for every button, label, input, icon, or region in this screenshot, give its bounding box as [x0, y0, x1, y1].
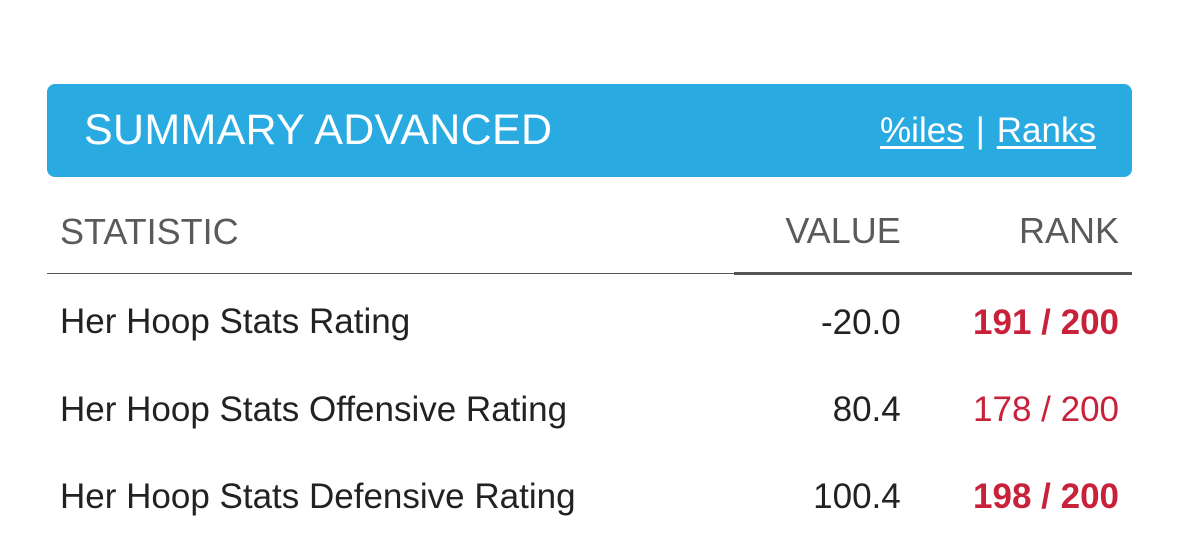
view-toggle: %iles | Ranks	[880, 111, 1096, 151]
link-separator: |	[975, 110, 985, 150]
rank-cell: 198 / 200	[973, 476, 1119, 516]
statistic-cell: Her Hoop Stats Defensive Rating	[60, 476, 576, 516]
stats-table: STATISTIC VALUE RANK Her Hoop Stats Rati…	[47, 210, 1132, 540]
percentiles-link[interactable]: %iles	[880, 110, 964, 150]
table-row: Her Hoop Stats Rating -20.0 191 / 200	[47, 274, 1132, 367]
table-header-row: STATISTIC VALUE RANK	[47, 210, 1132, 275]
value-cell: 100.4	[813, 476, 901, 516]
column-header-value[interactable]: VALUE	[734, 210, 914, 275]
panel-header: SUMMARY ADVANCED %iles | Ranks	[47, 84, 1132, 177]
value-cell: 80.4	[832, 389, 901, 429]
statistic-cell: Her Hoop Stats Rating	[60, 302, 411, 341]
statistic-cell: Her Hoop Stats Offensive Rating	[60, 389, 568, 429]
rank-cell: 191 / 200	[973, 302, 1119, 342]
table-row: Her Hoop Stats Defensive Rating 100.4 19…	[47, 453, 1132, 540]
table-row: Her Hoop Stats Offensive Rating 80.4 178…	[47, 366, 1132, 453]
column-header-rank[interactable]: RANK	[913, 210, 1132, 275]
value-cell: -20.0	[820, 302, 901, 342]
column-header-statistic[interactable]: STATISTIC	[47, 210, 735, 274]
rank-cell: 178 / 200	[973, 389, 1119, 429]
summary-advanced-panel: SUMMARY ADVANCED %iles | Ranks STATISTIC…	[47, 84, 1132, 540]
panel-title: SUMMARY ADVANCED	[84, 106, 553, 154]
ranks-link[interactable]: Ranks	[996, 110, 1096, 150]
